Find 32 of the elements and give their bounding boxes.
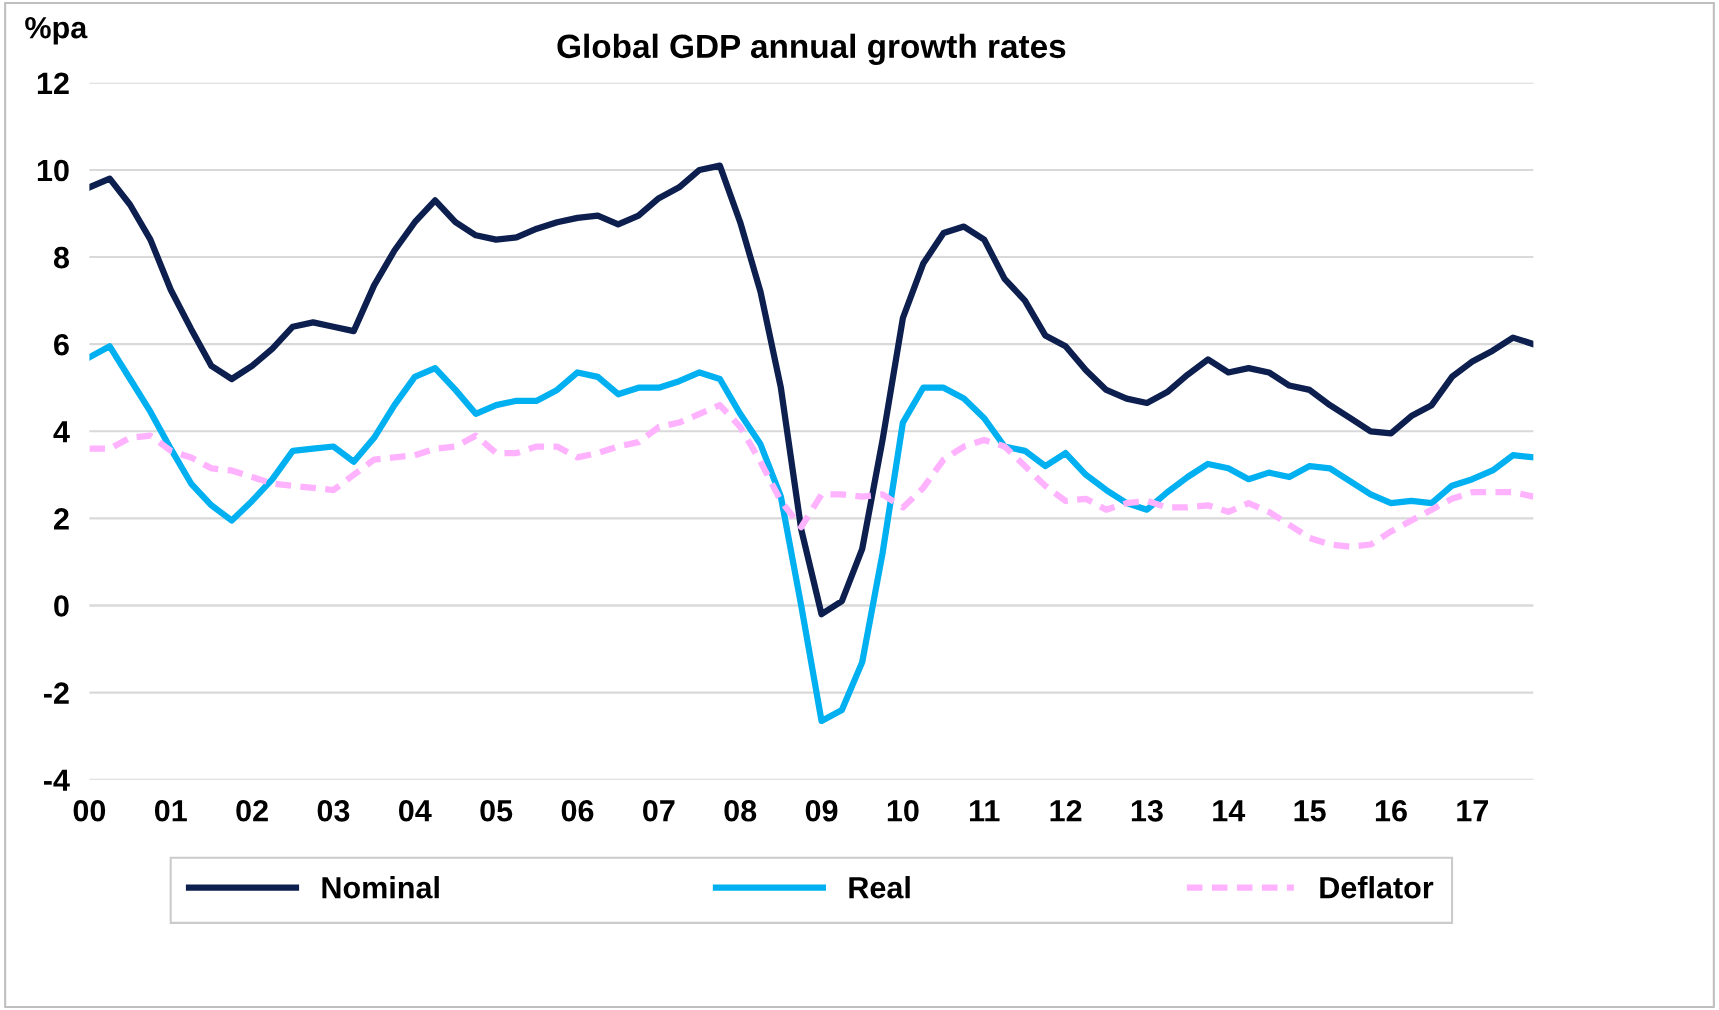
y-axis-title: %pa [25,16,88,45]
x-tick-label: 11 [970,800,1000,822]
x-tick-label: 10 [887,799,919,822]
x-tick-label: 08 [724,799,757,822]
y-tick-label: -2 [43,682,69,704]
x-tick-label: 00 [73,799,106,822]
x-tick-label: 02 [236,799,268,822]
x-tick-label: 16 [1375,799,1407,822]
x-tick-label: 06 [561,799,594,822]
legend-label: Real [849,876,910,899]
x-tick-label: 03 [317,799,350,822]
x-tick-label: 09 [805,799,838,822]
y-tick-label: 4 [53,421,70,443]
y-tick-label: 2 [54,508,69,530]
y-tick-label: 6 [54,333,69,356]
chart-title: Global GDP annual growth rates [557,33,1066,65]
x-tick-label: 12 [1050,799,1082,822]
legend-label: Nominal [322,876,439,899]
y-tick-label: 8 [53,246,70,269]
x-tick-label: 04 [399,799,432,822]
x-tick-label: 01 [154,799,187,822]
x-tick-label: 05 [480,799,513,822]
y-tick-label: 12 [37,72,69,94]
y-tick-label: 0 [54,595,69,617]
x-tick-label: 15 [1294,800,1326,822]
legend-label: Deflator [1320,876,1434,899]
x-tick-label: 17 [1457,800,1488,822]
y-tick-label: 10 [37,159,69,182]
x-tick-label: 07 [643,799,675,822]
y-tick-label: -4 [43,769,70,791]
x-tick-label: 13 [1131,799,1163,822]
x-tick-label: 14 [1213,800,1246,822]
